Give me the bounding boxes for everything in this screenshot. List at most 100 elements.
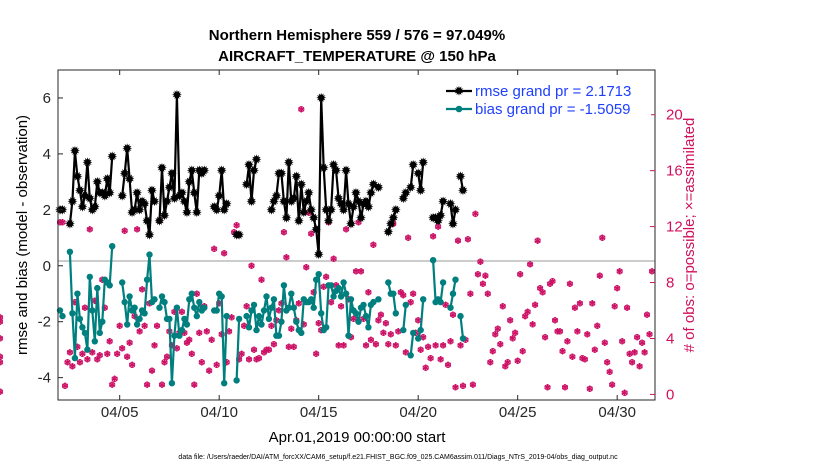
bias-point <box>181 315 188 323</box>
bias-point <box>59 312 66 320</box>
obs-assimilated-point: ✱ <box>521 312 529 322</box>
obs-assimilated-point: ✱ <box>0 335 4 345</box>
rmse-point: ✹ <box>92 175 103 190</box>
rmse-point: ✹ <box>438 195 449 210</box>
bias-point <box>323 324 330 331</box>
obs-assimilated-point: ✱ <box>310 289 318 299</box>
obs-assimilated-point: ✱ <box>424 343 432 353</box>
bias-point <box>402 301 409 309</box>
obs-assimilated-point: ✱ <box>290 343 298 353</box>
rmse-point: ✹ <box>209 201 220 216</box>
rmse-point: ✹ <box>191 206 202 221</box>
obs-assimilated-point: ✱ <box>474 270 482 280</box>
obs-assimilated-point: ✱ <box>434 223 442 233</box>
rmse-point: ✹ <box>82 156 93 171</box>
obs-assimilated-point: ✱ <box>198 358 206 368</box>
rmse-point: ✹ <box>87 203 98 218</box>
bias-line-segment <box>235 318 241 381</box>
obs-assimilated-point: ✱ <box>96 352 104 362</box>
obs-possible-point <box>66 349 73 356</box>
bias-point <box>278 318 285 325</box>
bias-point <box>173 304 181 311</box>
obs-possible-point <box>464 236 471 243</box>
rmse-line-segment <box>158 94 206 222</box>
obs-assimilated-point: ✱ <box>168 342 176 352</box>
obs-assimilated-point: ✱ <box>208 336 216 346</box>
rmse-point: ✹ <box>288 192 299 207</box>
bias-point <box>151 296 158 303</box>
obs-assimilated-point: ✱ <box>581 356 589 366</box>
obs-assimilated-point: ✱ <box>439 342 447 352</box>
obs-assimilated-point: ✱ <box>322 273 330 283</box>
rmse-point: ✹ <box>119 167 130 182</box>
obs-possible-point <box>616 268 623 275</box>
obs-assimilated-point: ✱ <box>116 322 124 332</box>
axis-ticks: 04/05 04/10 04/15 04/20 04/25 04/30 -4 -2 0 2 4 6 0 4… <box>38 70 683 421</box>
obs-possible-point <box>382 320 389 327</box>
obs-assimilated-point: ✱ <box>613 284 621 294</box>
obs-possible-point <box>554 328 561 335</box>
bias-point <box>136 315 143 323</box>
obs-assimilated-point: ✱ <box>233 221 241 231</box>
obs-possible-point <box>454 237 462 244</box>
obs-possible-point <box>586 385 593 392</box>
obs-possible-point <box>407 299 414 306</box>
obs-assimilated-point: ✱ <box>477 258 485 268</box>
obs-assimilated-point: ✱ <box>69 363 77 373</box>
rmse-point: ✹ <box>174 189 185 204</box>
obs-possible-point <box>375 317 382 324</box>
obs-possible-point <box>532 301 539 308</box>
rmse-line-segment <box>459 176 465 191</box>
obs-assimilated-point: ✱ <box>196 329 204 339</box>
obs-assimilated-point: ✱ <box>459 382 467 392</box>
rmse-point: ✹ <box>241 178 252 193</box>
obs-possible-point <box>355 219 362 226</box>
obs-assimilated-point: ✱ <box>390 220 398 230</box>
bias-point <box>288 290 295 297</box>
obs-assimilated-point: ✱ <box>248 262 256 272</box>
rmse-point: ✹ <box>196 167 207 182</box>
obs-assimilated-point: ✱ <box>365 289 373 299</box>
obs-possible-point <box>248 262 255 269</box>
legend-bias-marker <box>455 105 463 113</box>
rmse-point: ✹ <box>77 201 88 216</box>
rmse-point: ✹ <box>413 167 424 182</box>
obs-possible-point <box>594 322 601 329</box>
rmse-point: ✹ <box>99 189 110 204</box>
obs-assimilated-point: ✱ <box>584 331 592 341</box>
obs-assimilated-point: ✱ <box>223 358 231 368</box>
obs-possible-point <box>208 336 215 343</box>
rmse-point: ✹ <box>343 198 354 213</box>
bias-point <box>121 298 128 306</box>
obs-possible-point <box>372 341 379 348</box>
rmse-point: ✹ <box>211 203 222 218</box>
obs-assimilated-point: ✱ <box>370 241 378 251</box>
obs-possible-point <box>340 342 347 349</box>
obs-assimilated-point: ✱ <box>101 304 109 314</box>
obs-assimilated-point: ✱ <box>352 268 360 278</box>
obs-possible-point <box>487 359 494 366</box>
obs-possible-point <box>213 361 220 369</box>
obs-assimilated-point: ✱ <box>514 357 522 367</box>
rmse-point: ✹ <box>291 170 302 185</box>
obs-possible-point <box>64 359 71 366</box>
rmse-point: ✹ <box>57 203 68 218</box>
obs-possible-point <box>556 328 564 335</box>
obs-assimilated-point: ✱ <box>467 290 475 300</box>
obs-assimilated-point: ✱ <box>71 298 79 308</box>
obs-possible-point <box>512 329 519 336</box>
obs-possible-point <box>283 254 290 261</box>
obs-possible-point <box>59 219 66 226</box>
obs-possible-point <box>405 234 412 241</box>
obs-possible-point <box>144 381 151 388</box>
obs-possible-point <box>507 317 514 324</box>
obs-assimilated-point: ✱ <box>536 284 544 294</box>
obs-assimilated-point: ✱ <box>427 354 435 364</box>
x-tick-label: 04/10 <box>200 404 238 421</box>
obs-assimilated-point: ✱ <box>586 385 594 395</box>
obs-assimilated-point: ✱ <box>479 280 487 290</box>
rmse-point: ✹ <box>273 167 284 182</box>
rmse-point: ✹ <box>368 178 379 193</box>
rmse-point: ✹ <box>388 212 399 227</box>
